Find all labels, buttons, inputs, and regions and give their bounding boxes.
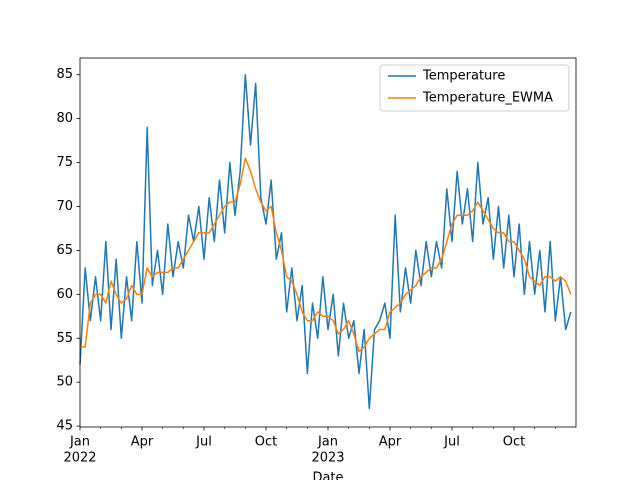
legend: Temperature Temperature_EWMA <box>379 64 570 112</box>
y-tick-label: 85 <box>56 67 73 82</box>
x-tick-label: Jan <box>69 435 90 450</box>
x-tick-label: Apr <box>379 435 402 450</box>
data-line <box>79 73 572 410</box>
x-tick-label: Jul <box>443 435 460 450</box>
data-line <box>80 157 572 353</box>
x-tick-year: 2023 <box>311 451 344 466</box>
y-tick-label: 80 <box>56 111 73 126</box>
x-tick-label: Oct <box>503 435 525 450</box>
x-tick-label: Jan <box>317 435 338 450</box>
y-tick-label: 50 <box>56 375 73 390</box>
y-tick-label: 60 <box>56 287 73 302</box>
x-axis-label: Date <box>312 471 343 481</box>
legend-label: Temperature <box>422 69 505 84</box>
y-tick-label: 70 <box>56 199 73 214</box>
x-tick-label: Apr <box>131 435 154 450</box>
y-tick-label: 55 <box>56 331 73 346</box>
legend-box <box>379 64 570 112</box>
x-tick-label: Oct <box>255 435 277 450</box>
legend-label: Temperature_EWMA <box>422 91 553 106</box>
y-tick-label: 75 <box>56 155 73 170</box>
y-tick-label: 65 <box>56 243 73 258</box>
y-tick-label: 45 <box>56 419 73 434</box>
x-tick-label: Jul <box>195 435 212 450</box>
x-tick-year: 2022 <box>63 451 96 466</box>
